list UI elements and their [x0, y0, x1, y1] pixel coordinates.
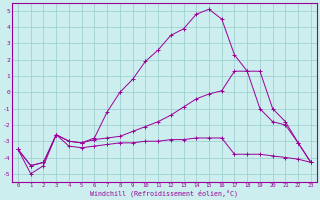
X-axis label: Windchill (Refroidissement éolien,°C): Windchill (Refroidissement éolien,°C) [91, 190, 238, 197]
